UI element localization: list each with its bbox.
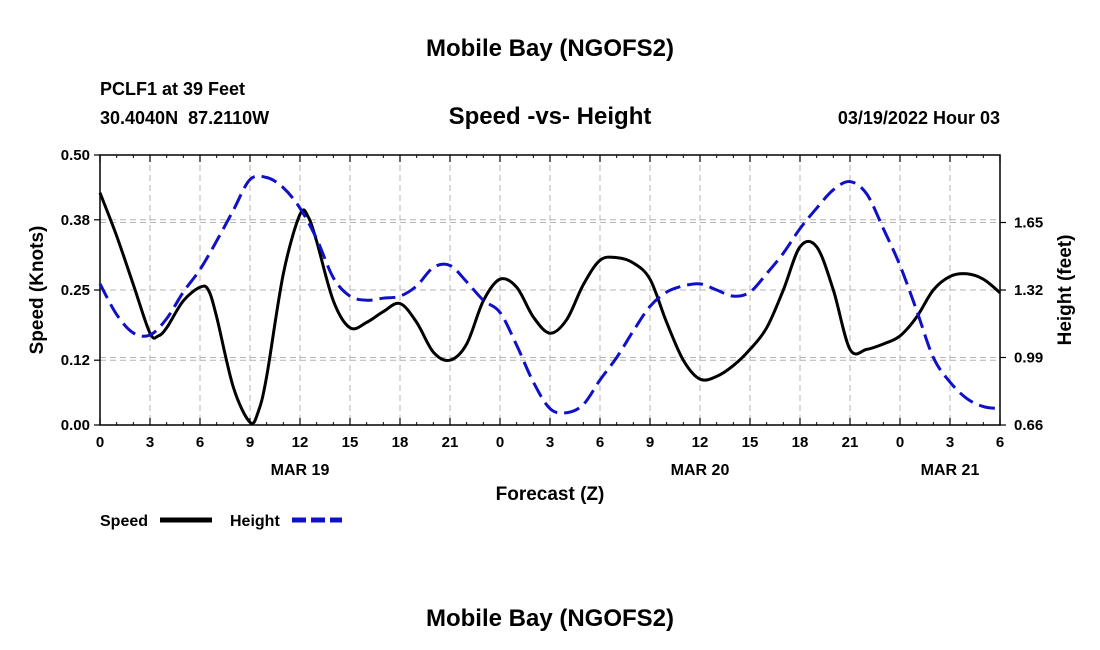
coordinates-label: 30.4040N 87.2110W	[100, 108, 269, 128]
y-axis-right-label: Height (feet)	[1055, 235, 1076, 346]
x-tick-label: 15	[342, 434, 359, 451]
x-tick-label: 9	[246, 434, 254, 451]
x-axis-label: Forecast (Z)	[496, 484, 605, 505]
datetime-label: 03/19/2022 Hour 03	[838, 108, 1000, 128]
y-axis-left-label: Speed (Knots)	[27, 226, 48, 355]
legend-height-label: Height	[230, 513, 280, 530]
y-right-tick-label: 0.66	[1014, 417, 1043, 434]
series-speed-line	[98, 192, 1001, 425]
x-tick-label: 0	[496, 434, 504, 451]
x-tick-label: 21	[842, 434, 859, 451]
x-date-label: MAR 21	[921, 462, 980, 479]
x-tick-label: 15	[742, 434, 759, 451]
x-tick-label: 3	[946, 434, 954, 451]
y-left-tick-label: 0.25	[61, 282, 90, 299]
x-tick-label: 6	[996, 434, 1004, 451]
x-date-label: MAR 20	[671, 462, 730, 479]
x-tick-label: 0	[896, 434, 904, 451]
y-left-tick-label: 0.38	[61, 212, 90, 229]
x-tick-label: 6	[596, 434, 604, 451]
x-tick-label: 6	[196, 434, 204, 451]
x-tick-label: 21	[442, 434, 459, 451]
x-date-label: MAR 19	[271, 462, 330, 479]
series-height-line	[98, 174, 1001, 415]
chart-subtitle: Speed -vs- Height	[449, 103, 652, 130]
x-tick-label: 18	[392, 434, 409, 451]
legend-speed-label: Speed	[100, 513, 148, 530]
series-lines	[98, 174, 1001, 425]
main-title: Mobile Bay (NGOFS2)	[426, 35, 674, 62]
y-right-tick-label: 1.65	[1014, 215, 1043, 232]
x-tick-label: 0	[96, 434, 104, 451]
x-tick-label: 3	[146, 434, 154, 451]
y-right-tick-label: 0.99	[1014, 350, 1043, 367]
x-tick-label: 12	[292, 434, 309, 451]
grid	[100, 155, 1000, 425]
station-label: PCLF1 at 39 Feet	[100, 79, 245, 99]
legend: Speed Height	[100, 513, 342, 530]
x-tick-label: 3	[546, 434, 554, 451]
y-left-tick-label: 0.50	[61, 147, 90, 164]
axis-ticks: 0 3 6 9 12 15 18 21 0 3 6 9 12 15 18 21 0 3 6 MAR 19 MAR 20 M…	[61, 147, 1043, 479]
y-left-tick-label: 0.00	[61, 417, 90, 434]
x-tick-label: 18	[792, 434, 809, 451]
repeated-title: Mobile Bay (NGOFS2)	[426, 605, 674, 632]
y-left-tick-label: 0.12	[61, 352, 90, 369]
x-tick-label: 9	[646, 434, 654, 451]
y-right-tick-label: 1.32	[1014, 282, 1043, 299]
x-tick-label: 12	[692, 434, 709, 451]
